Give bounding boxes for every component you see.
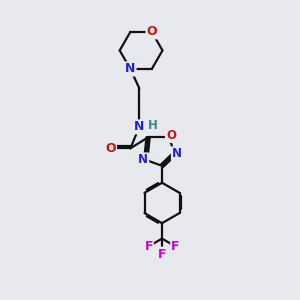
Text: F: F <box>158 248 166 261</box>
Text: O: O <box>106 142 116 155</box>
Text: O: O <box>146 26 157 38</box>
Text: N: N <box>172 147 182 160</box>
Text: H: H <box>148 119 158 132</box>
Text: F: F <box>171 240 180 253</box>
Text: F: F <box>144 240 153 253</box>
Text: N: N <box>134 120 145 134</box>
Text: O: O <box>166 129 176 142</box>
Text: N: N <box>125 62 136 76</box>
Text: N: N <box>138 153 148 167</box>
